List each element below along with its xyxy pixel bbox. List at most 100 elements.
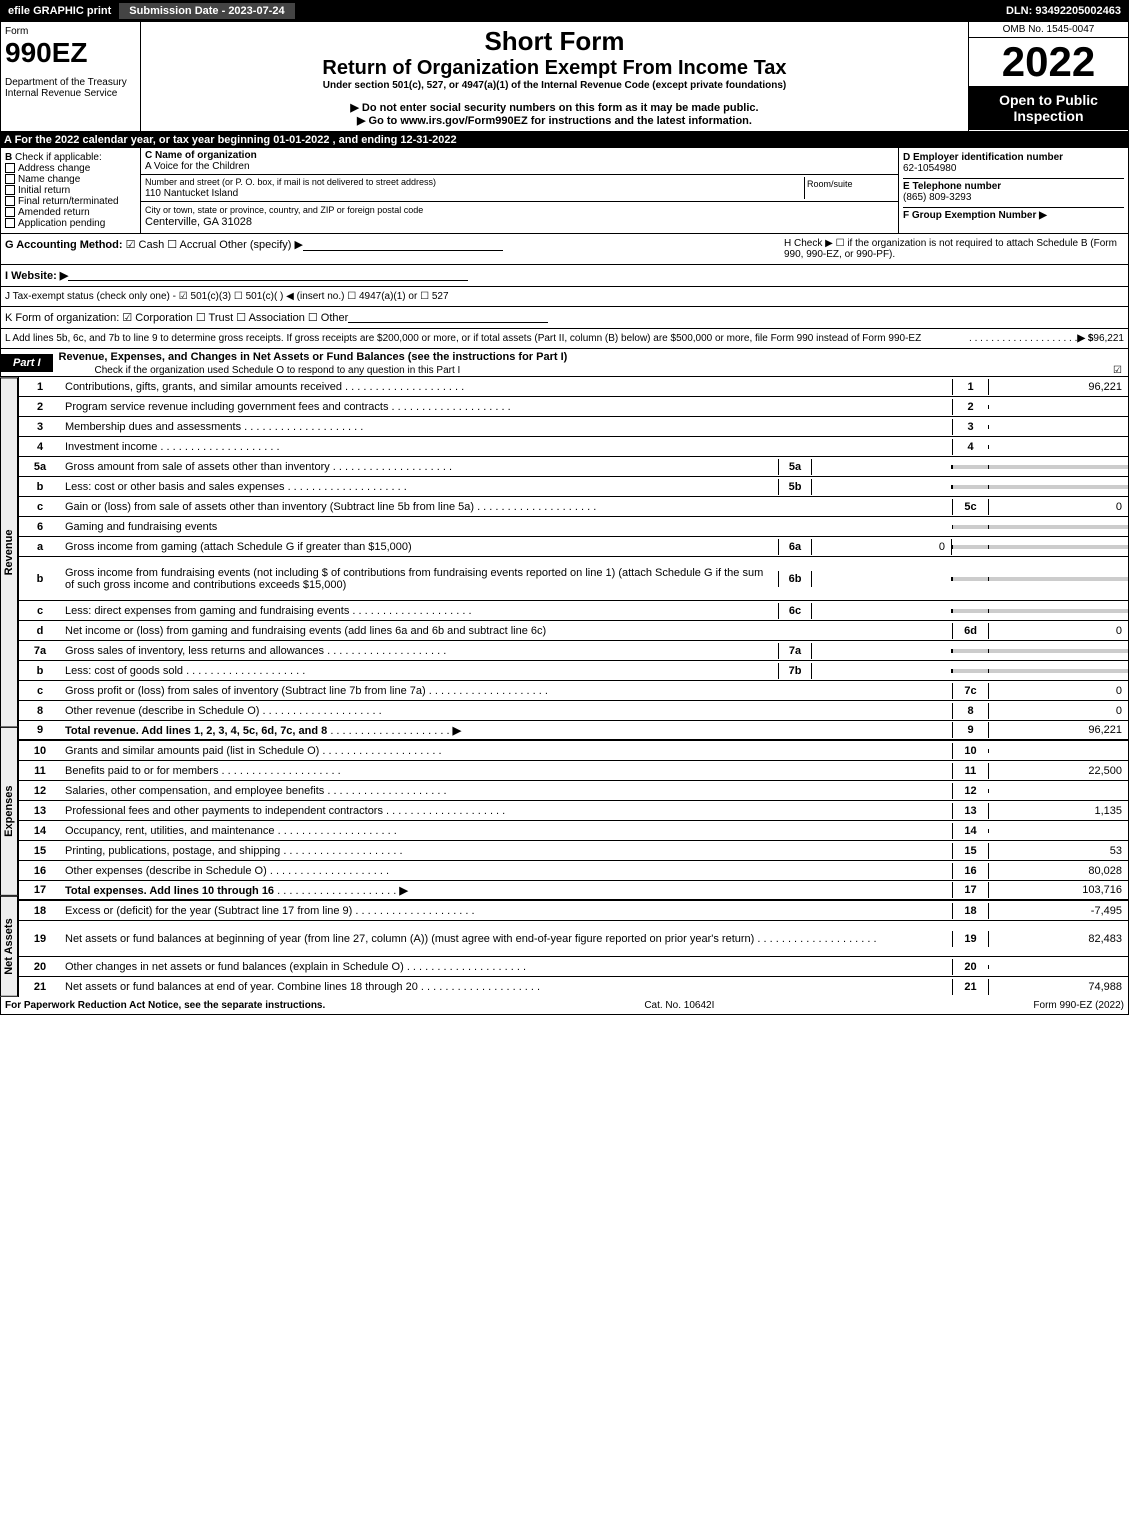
part-1-header: Part I Revenue, Expenses, and Changes in…	[0, 349, 1129, 377]
line-18: 18Excess or (deficit) for the year (Subt…	[19, 901, 1128, 921]
d-label: D Employer identification number	[903, 152, 1063, 163]
footer-form-ref: Form 990-EZ (2022)	[1033, 1000, 1124, 1011]
line-15: 15Printing, publications, postage, and s…	[19, 841, 1128, 861]
footer-cat-no: Cat. No. 10642I	[644, 1000, 714, 1011]
form-header: Form 990EZ Department of the Treasury In…	[0, 22, 1129, 132]
efile-label: efile GRAPHIC print	[0, 3, 119, 19]
phone: (865) 809-3293	[903, 192, 971, 203]
line-3: 3Membership dues and assessments3	[19, 417, 1128, 437]
checkbox-name-change[interactable]	[5, 174, 15, 184]
irs-label: Internal Revenue Service	[5, 88, 136, 99]
k-text: K Form of organization: ☑ Corporation ☐ …	[5, 311, 348, 324]
i-label: I Website: ▶	[5, 269, 68, 282]
line-5a: 5aGross amount from sale of assets other…	[19, 457, 1128, 477]
c-label: C Name of organization	[145, 150, 257, 161]
ein: 62-1054980	[903, 163, 956, 174]
section-b-letter: B	[5, 152, 12, 163]
checkbox-application-pending[interactable]	[5, 218, 15, 228]
g-label: G Accounting Method:	[5, 239, 123, 251]
line-6b: bGross income from fundraising events (n…	[19, 557, 1128, 601]
tab-expenses: Expenses	[0, 727, 18, 896]
part-1-checked: ☑	[1113, 365, 1122, 376]
tab-net-assets: Net Assets	[0, 896, 18, 997]
section-i: I Website: ▶	[0, 265, 1129, 287]
section-l: L Add lines 5b, 6c, and 7b to line 9 to …	[0, 329, 1129, 349]
line-6c: cLess: direct expenses from gaming and f…	[19, 601, 1128, 621]
e-label: E Telephone number	[903, 181, 1001, 192]
sections-bcd: B Check if applicable: Address change Na…	[0, 148, 1129, 234]
line-7c: cGross profit or (loss) from sales of in…	[19, 681, 1128, 701]
dln-label: DLN: 93492205002463	[998, 3, 1129, 19]
line-6: 6Gaming and fundraising events	[19, 517, 1128, 537]
line-14: 14Occupancy, rent, utilities, and mainte…	[19, 821, 1128, 841]
opt-application-pending: Application pending	[18, 218, 105, 229]
h-text: H Check ▶ ☐ if the organization is not r…	[784, 238, 1124, 260]
opt-final-return: Final return/terminated	[18, 196, 119, 207]
line-12: 12Salaries, other compensation, and empl…	[19, 781, 1128, 801]
section-j: J Tax-exempt status (check only one) - ☑…	[0, 287, 1129, 307]
section-b: B Check if applicable: Address change Na…	[1, 148, 141, 233]
section-b-title: Check if applicable:	[15, 152, 102, 163]
line-6d: dNet income or (loss) from gaming and fu…	[19, 621, 1128, 641]
l-arrow: ▶ $	[1077, 333, 1093, 344]
line-8: 8Other revenue (describe in Schedule O)8…	[19, 701, 1128, 721]
section-def: D Employer identification number 62-1054…	[898, 148, 1128, 233]
line-9: 9Total revenue. Add lines 1, 2, 3, 4, 5c…	[19, 721, 1128, 741]
line-16: 16Other expenses (describe in Schedule O…	[19, 861, 1128, 881]
line-5b: bLess: cost or other basis and sales exp…	[19, 477, 1128, 497]
line-5c: cGain or (loss) from sale of assets othe…	[19, 497, 1128, 517]
f-label: F Group Exemption Number ▶	[903, 210, 1047, 221]
addr-label: Number and street (or P. O. box, if mail…	[145, 177, 436, 187]
dept-treasury: Department of the Treasury	[5, 77, 136, 88]
short-form-title: Short Form	[145, 26, 964, 57]
opt-initial-return: Initial return	[18, 185, 70, 196]
line-17: 17Total expenses. Add lines 10 through 1…	[19, 881, 1128, 901]
line-6a: aGross income from gaming (attach Schedu…	[19, 537, 1128, 557]
line-19: 19Net assets or fund balances at beginni…	[19, 921, 1128, 957]
line-7a: 7aGross sales of inventory, less returns…	[19, 641, 1128, 661]
section-c: C Name of organization A Voice for the C…	[141, 148, 898, 233]
opt-amended-return: Amended return	[18, 207, 90, 218]
submission-date: Submission Date - 2023-07-24	[119, 3, 294, 19]
org-name: A Voice for the Children	[145, 161, 250, 172]
line-21: 21Net assets or fund balances at end of …	[19, 977, 1128, 997]
part-1-tab: Part I	[1, 354, 53, 372]
l-value: 96,221	[1093, 333, 1124, 344]
g-options: ☑ Cash ☐ Accrual Other (specify) ▶	[126, 239, 303, 251]
top-bar: efile GRAPHIC print Submission Date - 20…	[0, 0, 1129, 22]
street-address: 110 Nantucket Island	[145, 188, 238, 199]
footer-left: For Paperwork Reduction Act Notice, see …	[5, 1000, 325, 1011]
checkbox-address-change[interactable]	[5, 163, 15, 173]
return-title: Return of Organization Exempt From Incom…	[145, 57, 964, 80]
opt-address-change: Address change	[18, 163, 90, 174]
line-2: 2Program service revenue including gover…	[19, 397, 1128, 417]
line-10: 10Grants and similar amounts paid (list …	[19, 741, 1128, 761]
room-suite-label: Room/suite	[804, 177, 894, 199]
section-a-period: A For the 2022 calendar year, or tax yea…	[0, 132, 1129, 148]
tax-year: 2022	[969, 38, 1128, 86]
checkbox-initial-return[interactable]	[5, 185, 15, 195]
line-7b: bLess: cost of goods sold7b	[19, 661, 1128, 681]
form-word: Form	[5, 26, 136, 37]
tab-revenue: Revenue	[0, 377, 18, 727]
city-state-zip: Centerville, GA 31028	[145, 216, 252, 228]
section-gh: G Accounting Method: ☑ Cash ☐ Accrual Ot…	[0, 234, 1129, 265]
section-k: K Form of organization: ☑ Corporation ☐ …	[0, 307, 1129, 329]
city-label: City or town, state or province, country…	[145, 205, 423, 215]
checkbox-amended-return[interactable]	[5, 207, 15, 217]
warning-1: ▶ Do not enter social security numbers o…	[145, 101, 964, 114]
j-text: J Tax-exempt status (check only one) - ☑…	[5, 291, 449, 302]
line-1: 1Contributions, gifts, grants, and simil…	[19, 377, 1128, 397]
page-footer: For Paperwork Reduction Act Notice, see …	[0, 997, 1129, 1015]
line-13: 13Professional fees and other payments t…	[19, 801, 1128, 821]
line-4: 4Investment income4	[19, 437, 1128, 457]
omb-number: OMB No. 1545-0047	[969, 22, 1128, 38]
open-public-inspection: Open to Public Inspection	[969, 86, 1128, 130]
checkbox-final-return[interactable]	[5, 196, 15, 206]
form-number: 990EZ	[5, 37, 136, 69]
line-11: 11Benefits paid to or for members1122,50…	[19, 761, 1128, 781]
warning-2: ▶ Go to www.irs.gov/Form990EZ for instru…	[145, 114, 964, 127]
part-1-sub: Check if the organization used Schedule …	[95, 365, 461, 376]
part-1-title: Revenue, Expenses, and Changes in Net As…	[53, 349, 1128, 365]
opt-name-change: Name change	[18, 174, 80, 185]
